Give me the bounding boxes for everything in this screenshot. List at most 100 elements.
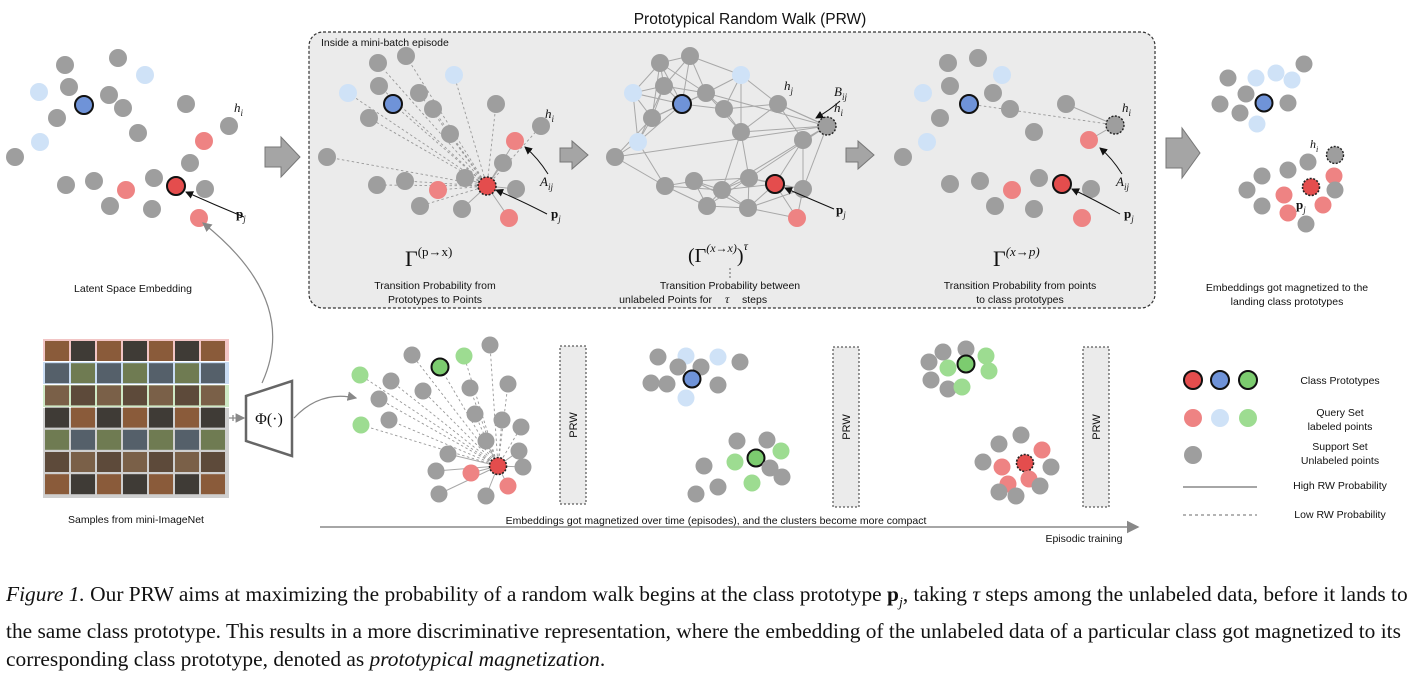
episode-x2x-point-21 [698,197,716,215]
episode-2-point-12 [728,432,746,450]
episode-2-point-15 [746,448,766,468]
sample-thumbnail [71,363,95,384]
episode-x2p-point-21 [986,197,1004,215]
t1-line2: Prototypes to Points [388,294,482,306]
episode-p2x-point-19 [477,176,497,196]
episode-2-point-8 [682,369,702,389]
sample-thumbnail [97,363,121,384]
prw-box-3-label: PRW [1091,414,1103,440]
magnetized-point-9 [1231,104,1249,122]
caption-part3: steps among the unlabeled data, before i… [6,582,1408,672]
latent-point-3 [30,83,48,101]
episode-3-point-20 [1007,487,1025,505]
edge-x2x-hub-3 [705,92,828,127]
pj-label-4: pj [1124,206,1134,224]
episode-x2x-point-5 [672,94,692,114]
pj-arrow-1 [185,191,245,218]
episode-x2x-point-4 [655,77,673,95]
sample-thumbnail [175,341,199,361]
sample-thumbnail [201,363,225,384]
magnetized-point-19 [1326,181,1344,199]
edge-ep1-6 [422,390,499,467]
edge-x2x-16-18 [693,177,750,182]
prw-box-1 [559,345,587,505]
episode-x2p-point-20 [1082,180,1100,198]
magnetized-point-8 [1279,94,1297,112]
episode-2-point-0 [649,348,667,366]
magnetized-point-21 [1253,197,1271,215]
episode-x2p-point-14 [1080,131,1098,149]
latent-point-8 [31,133,49,151]
sample-thumbnail [71,474,95,495]
episode-1-point-4 [351,366,369,384]
hi-label-4: hi [1122,100,1132,118]
sample-thumbnail [123,474,147,495]
legend-swatch-4 [1211,409,1229,427]
sample-thumbnail [149,452,173,472]
episodic-training-label: Episodic training [1045,533,1122,545]
sample-thumbnail [97,474,121,495]
magnetized-point-7 [1254,93,1274,113]
legend-swatch-0 [1183,370,1203,390]
edge-x2x-0-6 [659,62,707,94]
episode-x2x-point-13 [817,116,837,136]
sample-thumbnail [201,341,225,361]
sample-thumbnail [175,407,199,428]
edge-ep1-3 [489,344,499,467]
legend-query-1: Query Set [1316,407,1363,419]
episode-x2x-point-11 [732,123,750,141]
episode-3-point-5 [956,354,976,374]
legend-high: High RW Probability [1293,480,1388,492]
latent-point-17 [85,172,103,190]
legend-swatches [1183,370,1258,464]
episode-p2x-point-13 [506,132,524,150]
t3-line1: Transition Probability from points [944,280,1097,292]
episode-2-point-21 [773,468,791,486]
prw-boxes: PRW PRW PRW [559,345,1110,508]
episode-1-point-7 [461,379,479,397]
latent-point-19 [145,169,163,187]
episode-2-point-18 [743,474,761,492]
episode-2-point-7 [658,375,676,393]
episode-2-point-3 [669,358,687,376]
episode-1-point-12 [466,405,484,423]
episode-3-point-14 [993,458,1011,476]
episode-1-point-11 [352,416,370,434]
mini-imagenet-samples [43,339,229,498]
episode-3-point-1 [957,340,975,358]
sample-thumbnail [123,429,147,450]
sample-thumbnail [175,474,199,495]
legend-support-1: Support Set [1312,441,1368,453]
episode-p2x-point-0 [369,54,387,72]
episode-1-point-15 [477,432,495,450]
legend-prototypes: Class Prototypes [1300,375,1379,387]
sample-thumbnail [45,341,69,361]
prw-box-2 [832,346,860,508]
t1-line1: Transition Probability from [374,280,496,292]
episode-p2x-point-20 [507,180,525,198]
edge-p2x-0 [377,62,488,187]
episode-p2x-point-9 [424,100,442,118]
edge-ep1-2 [463,355,499,467]
episode-1-point-3 [481,336,499,354]
magnetized-point-11 [1325,145,1345,165]
episode-3-point-21 [1031,477,1049,495]
edge-x2x-hub-0 [614,125,828,158]
edge-p2x-16 [404,180,488,187]
sample-thumbnail [123,341,147,361]
episode-p2x-point-22 [453,200,471,218]
block-arrows [264,126,1201,180]
sample-thumbnail [123,407,147,428]
hi-label-2: hi [545,106,555,124]
episode-2-point-17 [709,478,727,496]
caption-tau: τ [972,582,980,606]
episode-p2x-point-21 [411,197,429,215]
aij-arrow-1 [524,146,549,175]
sample-thumbnail [45,407,69,428]
episode-1-point-21 [514,458,532,476]
block-arrow-2 [559,139,589,171]
latent-point-16 [57,176,75,194]
episode-3-point-7 [922,371,940,389]
sample-thumbnail [97,452,121,472]
episode-x2x-point-12 [769,95,787,113]
